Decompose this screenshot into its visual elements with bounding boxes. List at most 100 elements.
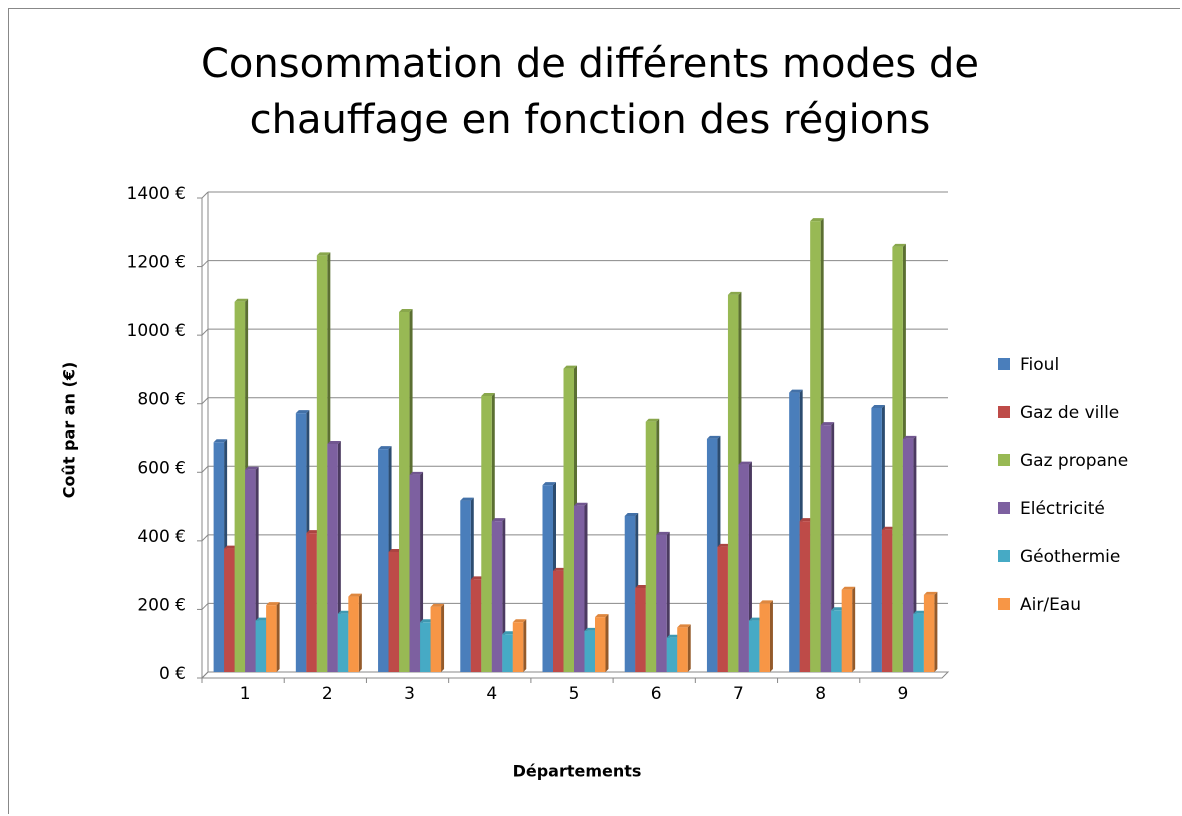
legend-swatch (998, 358, 1010, 370)
bar-top (717, 543, 731, 547)
x-tick-label: 3 (404, 684, 415, 704)
bar (574, 505, 585, 672)
y-tick-label: 600 € (137, 458, 186, 478)
bar-top (316, 252, 331, 256)
grid-line-side (201, 328, 209, 336)
y-tick-label: 200 € (137, 595, 186, 615)
grid-line-side (201, 260, 209, 267)
bar-top (420, 619, 434, 623)
bar-top (574, 502, 588, 506)
bar-top (460, 497, 474, 501)
bar-side (441, 603, 445, 672)
bar (820, 425, 832, 672)
bar-top (656, 531, 670, 535)
bar (810, 221, 821, 672)
chart-frame (8, 8, 1180, 814)
bar-top (388, 549, 403, 552)
bar (748, 620, 760, 672)
bar-top (595, 614, 609, 618)
legend-label: Gaz de ville (1020, 403, 1119, 423)
bar (224, 548, 235, 672)
bar (553, 570, 564, 672)
bar-top (759, 600, 773, 604)
bar (635, 588, 646, 672)
y-tick-label: 0 € (159, 664, 186, 684)
bar (491, 521, 503, 672)
bar-top (224, 545, 238, 549)
bar-top (234, 298, 249, 302)
floor (200, 671, 950, 679)
bar (624, 516, 636, 672)
bar (542, 485, 553, 672)
bar-top (584, 627, 598, 631)
bar-top (409, 471, 424, 475)
bar (717, 546, 728, 672)
bar (892, 246, 903, 672)
bar (255, 620, 267, 672)
bar (420, 622, 431, 672)
chart-title: Consommation de différents modes de chau… (201, 41, 979, 143)
bar-top (635, 585, 649, 588)
y-axis-title: Coût par an (€) (60, 362, 79, 499)
bar-top (624, 513, 639, 516)
y-tick-label: 1200 € (127, 253, 186, 273)
bar (245, 469, 256, 672)
legend-label: Gaz propane (1020, 451, 1128, 471)
bar (470, 579, 482, 672)
bar (388, 552, 400, 672)
bar-top (727, 291, 742, 295)
legend-label: Fioul (1020, 355, 1059, 375)
bar-top (923, 591, 938, 595)
bar (738, 464, 749, 672)
bar (902, 438, 914, 672)
legend-swatch (998, 502, 1010, 514)
grid-line-side (201, 603, 209, 610)
bar (645, 421, 657, 672)
bar-top (799, 518, 814, 522)
bar (337, 613, 349, 672)
grid-line-side (201, 671, 209, 679)
bar-side (523, 619, 527, 672)
bar (502, 634, 513, 672)
bar-top (266, 602, 280, 606)
bar (656, 534, 667, 672)
bar (881, 529, 893, 672)
bar-side (605, 614, 609, 672)
bar-top (295, 410, 310, 414)
x-tick-label: 9 (897, 684, 908, 704)
x-tick-label: 5 (569, 684, 580, 704)
bar-top (512, 619, 527, 623)
bar-top (738, 461, 752, 465)
legend-swatch (998, 598, 1010, 610)
bar-top (810, 218, 824, 222)
bar (923, 594, 935, 672)
bar-top (481, 393, 495, 396)
bar (871, 408, 882, 672)
y-tick-label: 400 € (137, 527, 186, 547)
bar-top (820, 422, 835, 426)
bar-top (789, 389, 803, 393)
bar-top (881, 526, 896, 530)
bar-top (902, 435, 917, 439)
bar-top (706, 435, 721, 439)
bar (295, 413, 307, 672)
bar-top (306, 530, 320, 534)
bar-top (245, 466, 259, 470)
bar (430, 606, 442, 672)
legend-swatch (998, 550, 1010, 562)
bar-top (748, 617, 763, 621)
x-tick-label: 1 (240, 684, 251, 704)
legend-label: Géothermie (1020, 547, 1120, 567)
x-tick-label: 8 (815, 684, 826, 704)
bar-top (666, 634, 681, 638)
x-tick-label: 7 (733, 684, 744, 704)
legend-swatch (998, 454, 1010, 466)
bar-side (358, 593, 362, 672)
legend-swatch (998, 406, 1010, 418)
bar (306, 533, 317, 672)
legend-label: Eléctricité (1020, 499, 1105, 519)
bar (399, 312, 410, 672)
bar (348, 596, 359, 672)
y-tick-label: 1400 € (127, 184, 186, 204)
bar-top (831, 607, 845, 611)
